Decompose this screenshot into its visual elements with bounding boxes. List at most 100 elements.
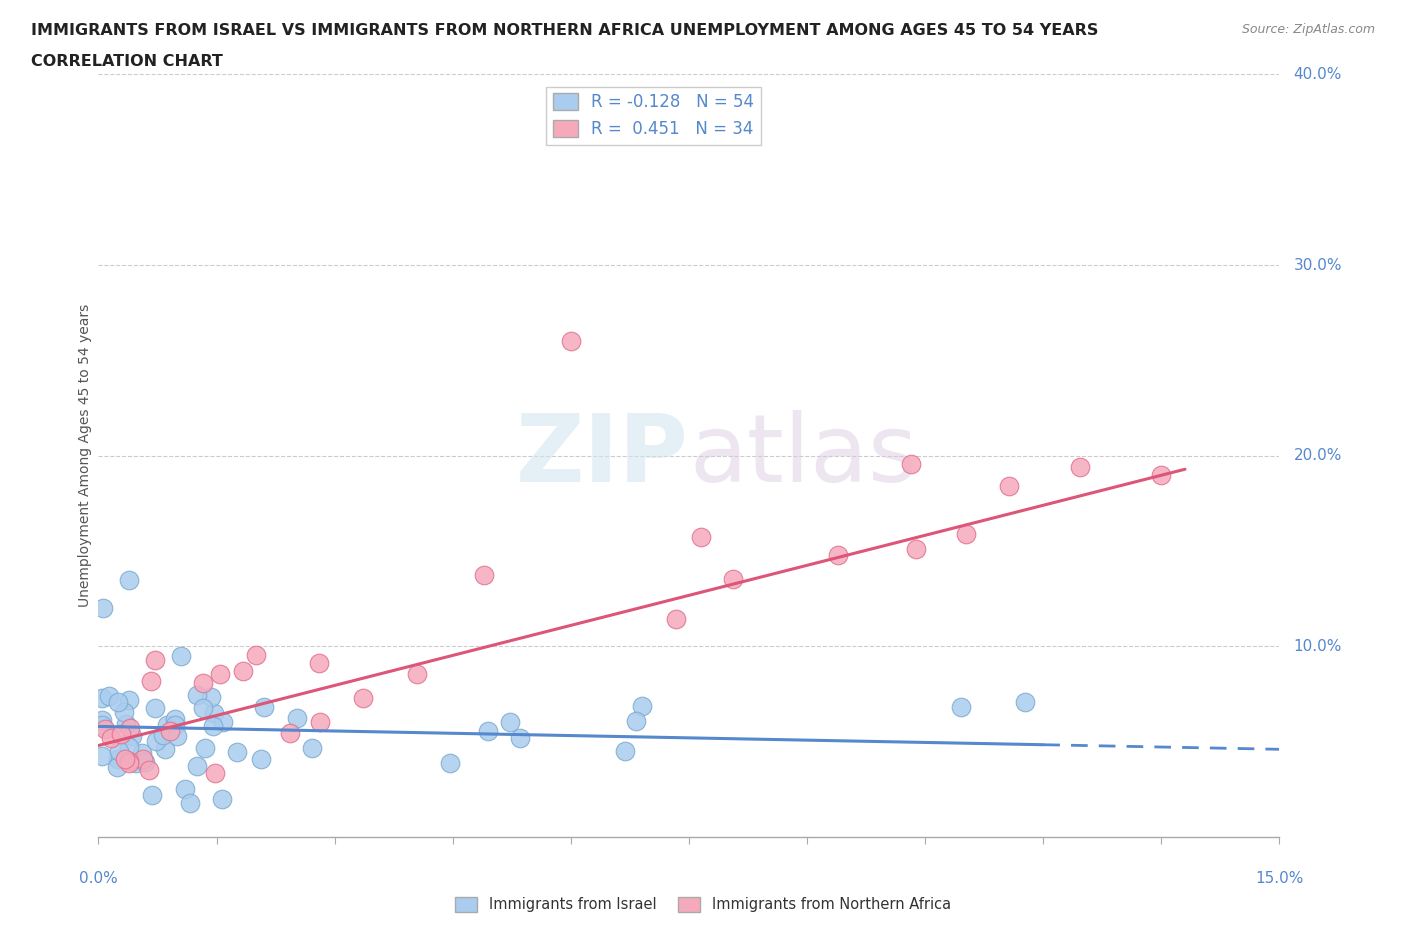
Point	[689, 530, 711, 545]
Point	[132, 752, 155, 767]
Point	[949, 699, 972, 714]
Point	[308, 656, 330, 671]
Point	[143, 700, 166, 715]
Point	[201, 719, 224, 734]
Point	[97, 688, 120, 703]
Point	[131, 745, 153, 760]
Point	[166, 729, 188, 744]
Point	[125, 756, 148, 771]
Point	[163, 717, 186, 732]
Point	[1069, 459, 1091, 474]
Point	[153, 742, 176, 757]
Point	[477, 724, 499, 738]
Point	[118, 756, 141, 771]
Point	[141, 674, 163, 689]
Point	[138, 763, 160, 777]
Point	[204, 765, 226, 780]
Point	[309, 715, 332, 730]
Text: 10.0%: 10.0%	[1294, 639, 1341, 654]
Point	[499, 715, 522, 730]
Point	[121, 728, 143, 743]
Point	[194, 741, 217, 756]
Point	[209, 666, 232, 681]
Text: Source: ZipAtlas.com: Source: ZipAtlas.com	[1241, 23, 1375, 36]
Point	[250, 751, 273, 766]
Text: 30.0%: 30.0%	[1294, 258, 1343, 272]
Point	[152, 727, 174, 742]
Point	[91, 718, 114, 733]
Point	[174, 782, 197, 797]
Point	[614, 743, 637, 758]
Point	[202, 706, 225, 721]
Point	[998, 479, 1021, 494]
Legend: R = -0.128   N = 54, R =  0.451   N = 34: R = -0.128 N = 54, R = 0.451 N = 34	[546, 86, 761, 144]
Point	[94, 722, 117, 737]
Point	[179, 795, 201, 810]
Point	[118, 693, 141, 708]
Point	[100, 731, 122, 746]
Point	[141, 788, 163, 803]
Point	[900, 457, 922, 472]
Text: IMMIGRANTS FROM ISRAEL VS IMMIGRANTS FROM NORTHERN AFRICA UNEMPLOYMENT AMONG AGE: IMMIGRANTS FROM ISRAEL VS IMMIGRANTS FRO…	[31, 23, 1098, 38]
Point	[631, 698, 654, 713]
Point	[211, 791, 233, 806]
Point	[212, 715, 235, 730]
Point	[225, 744, 247, 759]
Point	[439, 755, 461, 770]
Point	[107, 744, 129, 759]
Point	[91, 691, 114, 706]
Point	[721, 571, 744, 586]
Point	[200, 690, 222, 705]
Point	[191, 700, 214, 715]
Point	[509, 731, 531, 746]
Point	[114, 751, 136, 766]
Point	[118, 572, 141, 587]
Point	[107, 695, 129, 710]
Point	[245, 647, 267, 662]
Point	[134, 755, 156, 770]
Point	[301, 741, 323, 756]
Point	[169, 648, 191, 663]
Point	[186, 758, 208, 773]
Point	[827, 547, 849, 562]
Point	[110, 726, 132, 741]
Point	[143, 652, 166, 667]
Point	[156, 717, 179, 732]
Point	[91, 749, 114, 764]
Point	[163, 711, 186, 726]
Point	[145, 734, 167, 749]
Point	[560, 334, 582, 349]
Point	[159, 724, 181, 738]
Point	[91, 601, 114, 616]
Point	[186, 687, 208, 702]
Point	[406, 667, 429, 682]
Point	[191, 675, 214, 690]
Text: ZIP: ZIP	[516, 410, 689, 501]
Text: 0.0%: 0.0%	[79, 871, 118, 886]
Point	[955, 526, 977, 541]
Point	[278, 725, 301, 740]
Y-axis label: Unemployment Among Ages 45 to 54 years: Unemployment Among Ages 45 to 54 years	[77, 304, 91, 607]
Text: atlas: atlas	[689, 410, 917, 501]
Text: 40.0%: 40.0%	[1294, 67, 1341, 82]
Point	[120, 721, 142, 736]
Point	[91, 712, 114, 727]
Point	[285, 711, 308, 725]
Legend: Immigrants from Israel, Immigrants from Northern Africa: Immigrants from Israel, Immigrants from …	[450, 891, 956, 918]
Point	[118, 739, 141, 754]
Point	[232, 663, 254, 678]
Text: CORRELATION CHART: CORRELATION CHART	[31, 54, 222, 69]
Point	[107, 751, 129, 766]
Point	[352, 690, 374, 705]
Point	[253, 699, 276, 714]
Point	[118, 753, 141, 768]
Point	[112, 705, 135, 720]
Text: 20.0%: 20.0%	[1294, 448, 1341, 463]
Point	[474, 567, 496, 582]
Point	[1150, 468, 1173, 483]
Point	[624, 713, 647, 728]
Point	[665, 612, 688, 627]
Point	[114, 717, 136, 732]
Point	[107, 760, 129, 775]
Text: 15.0%: 15.0%	[1256, 871, 1303, 886]
